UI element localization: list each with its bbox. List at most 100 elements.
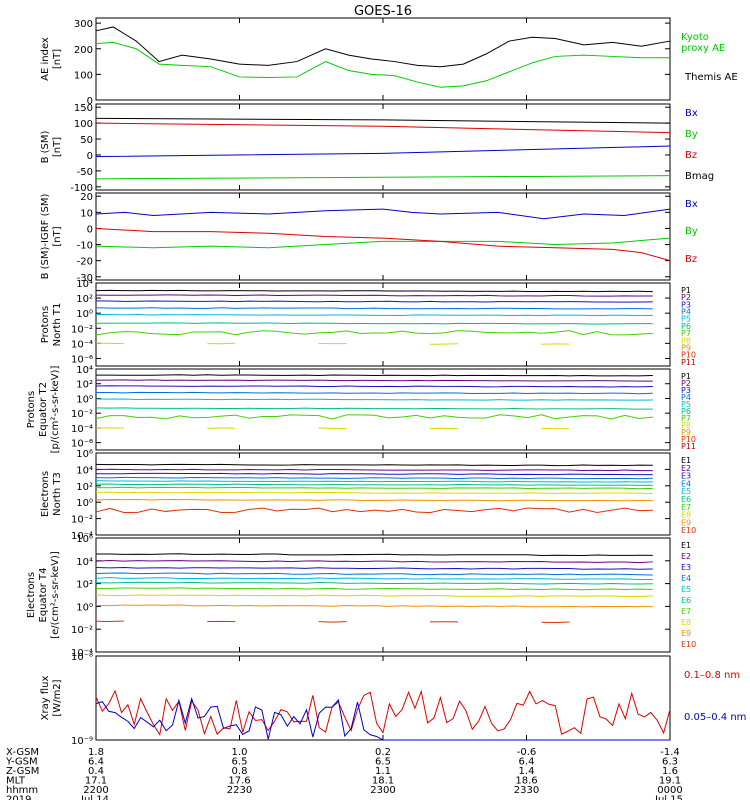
series-bmag bbox=[95, 117, 671, 124]
legend-e10: E10 bbox=[681, 526, 696, 535]
ytick-label: 300 bbox=[74, 19, 93, 30]
series-p2 bbox=[95, 294, 653, 297]
series-bz bbox=[95, 227, 671, 262]
ylabel-line: Equator T2 bbox=[38, 382, 49, 437]
legend-p11: P11 bbox=[681, 442, 696, 451]
ylabel-line: [e/(cm²-s-sr-keV)] bbox=[50, 551, 61, 639]
ytick-label: 10⁰ bbox=[76, 498, 93, 509]
panel-bigrf: 20 10 0 -10 -20 -30 B (SM)-IGRF (SM) [nT] Bx By Bz bbox=[40, 192, 698, 284]
series-p4 bbox=[95, 391, 653, 395]
ytick-label: -30 bbox=[77, 273, 93, 284]
series-e8 bbox=[95, 491, 653, 495]
panel-frame bbox=[95, 655, 671, 741]
series-kyoto bbox=[95, 41, 670, 88]
ytick-label: 10⁰ bbox=[76, 602, 93, 613]
ylabel-line: Protons bbox=[40, 306, 51, 343]
series-xray-1 bbox=[95, 696, 670, 741]
series-e3 bbox=[95, 472, 653, 476]
series-e10 bbox=[318, 621, 347, 623]
ytick-label: 10⁻² bbox=[71, 409, 93, 420]
ytick-label: 10⁰ bbox=[76, 309, 93, 320]
figure-title: GOES-16 bbox=[354, 4, 412, 19]
legend-p11: P11 bbox=[681, 358, 696, 367]
xaxis-row-label: Z-GSM bbox=[6, 766, 39, 777]
ytick-label: 10² bbox=[76, 580, 93, 591]
legend-e10: E10 bbox=[681, 640, 696, 649]
ytick-label: 10⁻² bbox=[71, 625, 93, 636]
ytick-label: 0 bbox=[87, 96, 93, 107]
ytick-label: 200 bbox=[74, 45, 93, 56]
series-e1 bbox=[95, 463, 653, 467]
series-p1 bbox=[95, 289, 653, 293]
xaxis-value: Jul 14 bbox=[80, 795, 109, 800]
series-e7 bbox=[95, 587, 653, 591]
legend-bz: Bz bbox=[685, 150, 697, 161]
xaxis-value: -0.6 bbox=[517, 747, 537, 758]
ytick-label: 150 bbox=[74, 103, 93, 114]
xaxis-value: 0.4 bbox=[88, 766, 104, 777]
legend-p6: P6 bbox=[681, 407, 691, 416]
xaxis-row-label: Y-GSM bbox=[5, 757, 38, 768]
xaxis-value: 1.4 bbox=[519, 766, 535, 777]
xaxis-value: 0000 bbox=[657, 785, 682, 796]
legend-p4: P4 bbox=[681, 393, 691, 402]
legend-xray-0: 0.1–0.8 nm bbox=[684, 670, 740, 681]
xaxis-value: 6.5 bbox=[375, 757, 391, 768]
xaxis-value: 17.6 bbox=[228, 776, 250, 787]
series-bx bbox=[95, 145, 671, 158]
series-e6 bbox=[95, 581, 653, 585]
series-e1 bbox=[95, 553, 653, 557]
panel-pe: 10⁴ 10² 10⁰ 10⁻² 10⁻⁴ 10⁻⁶ Protons Equator T2 [p… bbox=[26, 365, 696, 453]
legend-xray-1: 0.05–0.4 nm bbox=[684, 712, 746, 723]
series-by bbox=[95, 237, 671, 249]
xaxis-value: 2330 bbox=[514, 785, 539, 796]
ylabel-line: [W/m2] bbox=[52, 679, 63, 716]
panel-bsm: 150 100 50 0 -50 -100 B (SM) [nT] Bx By Bz Bmag bbox=[40, 103, 714, 194]
legend-e9: E9 bbox=[681, 518, 691, 527]
series-p6 bbox=[95, 322, 653, 325]
ylabel-line: North T3 bbox=[52, 472, 63, 516]
ytick-label: 10⁴ bbox=[76, 279, 93, 290]
ytick-label: 10² bbox=[76, 380, 93, 391]
ytick-label: 10² bbox=[76, 294, 93, 305]
series-p5 bbox=[95, 398, 653, 401]
series-xray-0 bbox=[95, 689, 671, 737]
x-axis-labels: X-GSMY-GSMZ-GSMMLThhmm20191.86.40.417.12… bbox=[5, 747, 683, 800]
legend-e5: E5 bbox=[681, 487, 691, 496]
ytick-label: 0 bbox=[87, 224, 93, 235]
series-by bbox=[95, 175, 671, 180]
series-e10 bbox=[95, 507, 653, 514]
legend-by: By bbox=[685, 129, 698, 140]
series-p1 bbox=[95, 374, 653, 377]
legend-p7: P7 bbox=[681, 329, 691, 338]
ylabel-line: [nT] bbox=[52, 137, 63, 157]
ytick-label: 50 bbox=[80, 135, 93, 146]
legend-p2: P2 bbox=[681, 379, 691, 388]
legend-by: By bbox=[685, 226, 698, 237]
series-bz bbox=[95, 122, 671, 134]
legend-p9: P9 bbox=[681, 343, 691, 352]
xaxis-value: 17.1 bbox=[85, 776, 107, 787]
xaxis-value: 1.1 bbox=[375, 766, 391, 777]
legend-e8: E8 bbox=[681, 618, 691, 627]
xaxis-value: 18.1 bbox=[372, 776, 394, 787]
series-e10 bbox=[95, 620, 124, 622]
xaxis-value: 18.6 bbox=[515, 776, 537, 787]
series-e3 bbox=[95, 566, 653, 570]
ytick-label: 0 bbox=[87, 151, 93, 162]
legend-e7: E7 bbox=[681, 503, 691, 512]
legend-bmag: Bmag bbox=[685, 171, 714, 182]
legend-e7: E7 bbox=[681, 607, 691, 616]
ytick-label: 10⁻⁴ bbox=[71, 648, 93, 659]
xaxis-value: 2200 bbox=[83, 785, 108, 796]
series-p7 bbox=[95, 330, 653, 336]
series-p3 bbox=[95, 385, 653, 388]
series-e5 bbox=[95, 576, 653, 581]
xaxis-row-label: 2019 bbox=[6, 795, 31, 800]
ytick-label: 10⁶ bbox=[76, 449, 93, 460]
series-e4 bbox=[95, 476, 653, 480]
xaxis-value: 2230 bbox=[227, 785, 252, 796]
xaxis-value: -1.4 bbox=[660, 747, 680, 758]
